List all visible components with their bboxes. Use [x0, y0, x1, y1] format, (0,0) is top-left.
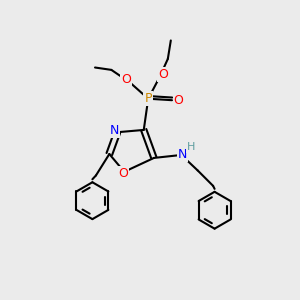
Text: O: O: [118, 167, 128, 180]
Text: O: O: [121, 74, 131, 86]
Text: O: O: [158, 68, 168, 81]
Text: N: N: [178, 148, 188, 161]
Text: N: N: [110, 124, 119, 137]
Text: H: H: [187, 142, 195, 152]
Text: O: O: [174, 94, 184, 107]
Text: P: P: [145, 92, 152, 105]
